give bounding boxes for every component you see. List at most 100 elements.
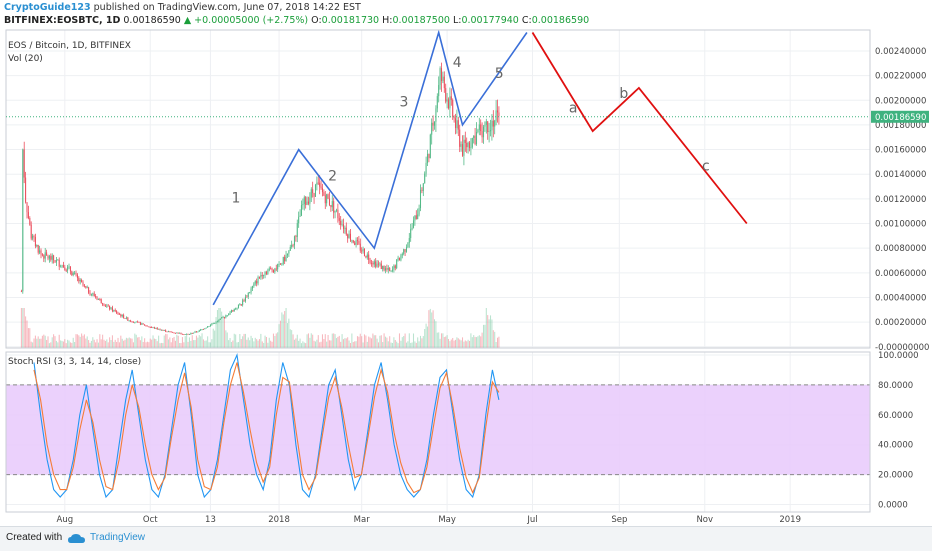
candle-body [158, 328, 160, 330]
volume-bar [34, 335, 36, 348]
tradingview-link[interactable]: TradingView [90, 532, 146, 543]
volume-bar [209, 342, 211, 348]
candle-body [246, 296, 248, 298]
candle-body [403, 249, 405, 254]
candle-body [58, 259, 60, 267]
price-axis[interactable]: 0.00240000 0.00220000 0.00200000 0.00180000… [875, 47, 929, 353]
candle-body [41, 254, 43, 256]
candle-body [316, 182, 318, 185]
candle-body [253, 283, 255, 287]
rsi-tick-label: 60.0000 [878, 411, 913, 421]
volume-bar [166, 334, 168, 348]
candle-body [459, 129, 461, 147]
candle-body [79, 280, 81, 282]
candle-body [454, 118, 457, 129]
volume-bar [222, 316, 224, 348]
candle-body [23, 149, 25, 178]
volume-bar [212, 328, 214, 348]
volume-bar [375, 335, 377, 348]
volume-bar [184, 336, 186, 348]
volume-bar [492, 330, 494, 348]
volume-bar [319, 342, 321, 348]
candle-body [152, 327, 154, 329]
candle-body [292, 244, 294, 246]
last-price-tag: 0.00186590 [6, 110, 929, 123]
volume-bar [75, 334, 77, 348]
candle-body [366, 254, 368, 258]
volume-bar [205, 340, 207, 348]
candle-body [223, 317, 225, 318]
volume-bar [181, 337, 183, 348]
candle-body [393, 265, 395, 270]
candle-body [173, 332, 175, 334]
candle-body [216, 321, 218, 323]
volume-bar [72, 337, 74, 348]
candle-body [328, 198, 330, 206]
publication-line: CryptoGuide123 published on TradingView.… [4, 2, 361, 13]
candle-body [330, 205, 332, 208]
volume-bar [347, 337, 349, 348]
volume-bar [188, 337, 190, 348]
volume-bar [183, 342, 185, 348]
candle-body [264, 271, 266, 275]
candle-body [54, 260, 56, 263]
volume-bar [228, 340, 230, 348]
volume-bar [235, 334, 237, 348]
candle-body [242, 300, 244, 305]
price-tick-label: 0.00100000 [875, 220, 926, 230]
volume-bar [267, 342, 269, 348]
candle-body [135, 321, 137, 323]
volume-bar [251, 338, 253, 348]
candle-body [377, 263, 380, 265]
stoch-rsi-lines [33, 353, 500, 499]
candle-body [400, 255, 402, 261]
volume-bar [32, 342, 34, 348]
volume-bar [383, 333, 385, 348]
candle-body [284, 256, 286, 262]
volume-bar [321, 334, 323, 348]
volume-bar [95, 342, 97, 348]
candle-body [394, 265, 396, 269]
volume-bar [459, 339, 461, 348]
volume-bar [302, 341, 304, 348]
volume-bar [313, 340, 315, 348]
volume-bar [20, 308, 22, 348]
candle-body [233, 308, 235, 312]
volume-bar [65, 343, 67, 348]
candle-body [461, 144, 464, 156]
rsi-tick-label: 40.0000 [878, 441, 913, 451]
symbol-quote-line: BITFINEX:EOSBTC, 1D 0.00186590 ▲ +0.0000… [4, 15, 589, 26]
elliott-wave-labels: 1 2 3 4 5 a b c [231, 55, 709, 207]
candle-body [435, 108, 437, 122]
candle-body [446, 99, 448, 102]
volume-bar [419, 335, 422, 348]
candle-body [288, 250, 290, 254]
volume-bar [335, 338, 338, 348]
candle-body [88, 287, 90, 293]
volume-bar [341, 334, 343, 348]
volume-bar [149, 338, 151, 348]
volume-bar [457, 338, 459, 348]
author-link[interactable]: CryptoGuide123 [4, 2, 91, 13]
impulse-wave-line [212, 29, 528, 306]
volume-bar [359, 333, 361, 348]
candle-body [127, 317, 129, 321]
candle-body [184, 334, 186, 335]
rsi-axis[interactable]: 100.0000 80.0000 60.0000 40.0000 20.0000 0.00… [878, 351, 919, 511]
candle-body [181, 333, 183, 335]
volume-bar [338, 335, 340, 348]
candle-body [457, 120, 459, 130]
candle-body [86, 287, 88, 289]
volume-bar [363, 334, 366, 348]
candle-body [314, 184, 316, 197]
volume-bar [153, 338, 155, 348]
time-axis[interactable]: Aug Oct 13 2018 Mar May Jul Sep Nov 2019 [57, 515, 801, 525]
candle-body [128, 320, 130, 322]
volume-bar [163, 335, 165, 348]
volume-bar [473, 335, 475, 348]
time-tick-label: Sep [611, 515, 627, 525]
volume-bar [480, 336, 482, 348]
candle-body [96, 297, 98, 300]
volume-bar [37, 336, 39, 348]
